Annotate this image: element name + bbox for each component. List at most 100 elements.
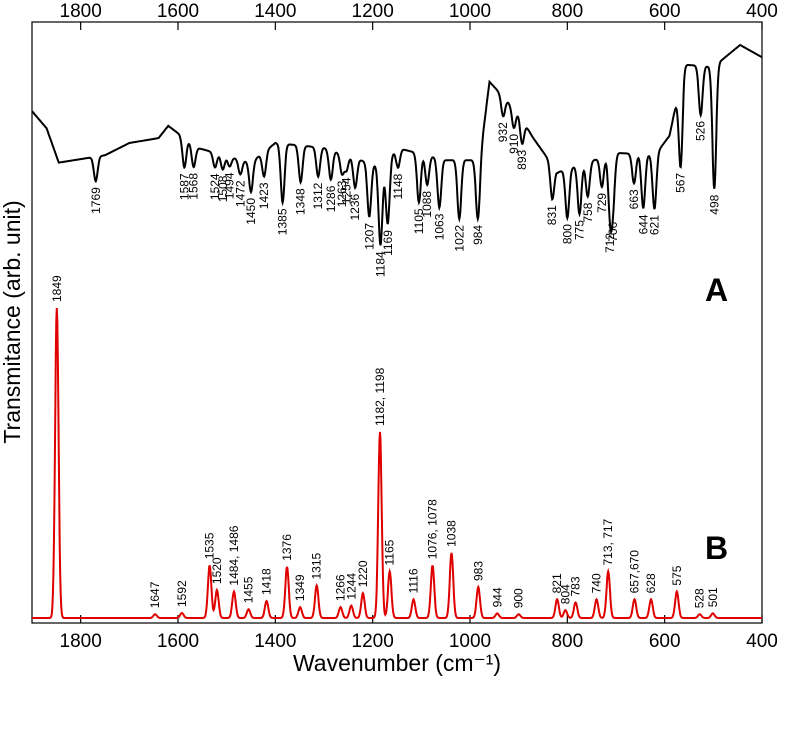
series-a-peak-label-text: 1063 [432,213,446,240]
series-a-peak-label: 498 [707,194,721,214]
series-a-peak-label: 1263 [335,180,349,207]
series-b-peak-label: 821 [550,573,564,593]
series-a-peak-label-text: 1524 [208,173,222,200]
series-a-peak-label: 1587 [177,173,191,200]
series-a-peak-label: 1568 [187,173,201,200]
series-a-peak-label: 893 [515,149,529,169]
x-tick-label-top: 400 [746,1,778,22]
x-tick-label-top: 1000 [449,1,491,22]
series-b-peak-label: 1165 [383,539,397,565]
series-b-peak-label-text: 740 [590,573,604,593]
series-a-peak-label-text: 712 [603,233,617,253]
series-a-peak-label-text: 1088 [420,191,434,218]
series-a-peak-label: 621 [647,215,661,235]
series-b-peak-label-text: 1182, 1198 [373,367,387,426]
series-a-peak-label-text: 1263 [335,180,349,207]
series-b-peak-label: 1592 [175,580,189,607]
series-a-peak-label: 800 [560,224,574,244]
series-a-peak-label: 1472 [233,180,247,207]
series-a-peak-label: 1508 [216,175,230,202]
series-a-peak-label: 1148 [391,173,405,199]
x-tick-label-top: 600 [649,1,681,22]
series-a-peak-label-text: 706 [606,221,620,241]
series-a-peak-label: 1207 [362,223,376,250]
x-tick-label-bottom: 600 [649,631,681,652]
series-a-peak-label: 932 [496,122,510,142]
series-b-peak-label: 1266 [334,574,348,601]
series-a-peak-label-text: 1148 [391,173,405,199]
series-b-peak-label: 1116 [407,568,421,593]
series-a-peak-label-text: 893 [515,149,529,169]
series-b-peak-label-text: 1535 [203,532,217,559]
series-b-peak-label: 501 [706,587,720,607]
series-b-peak-label-text: 575 [670,565,684,585]
series-a-peak-label: 644 [636,214,650,234]
series-b-peak-label: 628 [644,573,658,593]
series-b-peak-label-text: 1220 [356,560,370,587]
series-b-peak-label-text: 1455 [242,576,256,603]
series-a-peak-label-text: 800 [560,224,574,244]
series-a-peak-label-text: 567 [674,173,688,193]
series-a-peak-label-text: 1348 [294,188,308,215]
series-b-peak-label-text: 1076, 1078 [426,499,440,559]
series-b-peak-label: 1220 [356,560,370,587]
series-a-peak-label-text: 984 [471,225,485,245]
series-b-peak-label: 575 [670,565,684,585]
series-b-peak-label: 1315 [310,552,324,579]
series-a-peak-label-text: 910 [507,134,521,154]
series-a-peak-label: 1423 [257,182,271,209]
series-a-peak-label: 1236 [348,193,362,220]
series-a-peak-label: 1286 [324,185,338,212]
series-b-peak-label-text: 1592 [175,580,189,607]
series-b-peak-label: 804 [558,584,572,604]
series-a-peak-label: 1063 [432,213,446,240]
series-a-peak-label: 1088 [420,191,434,218]
series-b-peak-label-text: 1484, 1486 [227,525,241,585]
x-tick-label-bottom: 1000 [449,631,491,652]
x-tick-label-top: 1800 [60,1,102,22]
series-a-peak-label-text: 1450 [244,198,258,225]
series-a-peak-label-text: 498 [707,194,721,214]
series-b-peak-label: 1849 [50,275,64,302]
series-a-peak-label: 706 [606,221,620,241]
series-b-peak-label: 657,670 [628,550,642,594]
series-a-peak-label-text: 831 [545,205,559,225]
series-a-peak-label-text: 1207 [362,223,376,250]
series-b-peak-label-text: 713, 717 [601,518,615,565]
series-a-peak-label-text: 1286 [324,185,338,212]
series-a-peak-label: 1022 [452,225,466,252]
series-b-peak-label: 983 [471,561,485,581]
x-tick-label-bottom: 1200 [352,631,394,652]
series-a-peak-label: 910 [507,134,521,154]
series-a-peak-label-text: 1022 [452,225,466,252]
series-b-line [32,307,762,619]
series-a-peak-label-text: 775 [573,220,587,240]
x-tick-label-bottom: 400 [746,631,778,652]
x-tick-label-top: 1400 [254,1,296,22]
plot-frame [31,21,763,624]
series-b-peak-label-text: 900 [512,588,526,608]
x-tick-label-top: 800 [551,1,583,22]
series-b-peak-label: 1535 [203,532,217,559]
series-a-peak-label: 758 [581,202,595,222]
series-b-peak-label-text: 528 [693,588,707,608]
series-a-peak-label: 1494 [223,172,237,199]
series-a-peak-label-text: 1312 [311,182,325,209]
x-axis-title: Wavenumber (cm⁻¹) [293,650,501,676]
series-b-peak-label: 944 [490,587,504,607]
series-a-peak-label-text: 1494 [223,172,237,199]
series-b-peak-label-text: 1315 [310,552,324,579]
series-a-peak-label: 567 [674,173,688,193]
series-a-peak-label: 775 [573,220,587,240]
series-a-peak-label-text: 663 [627,189,641,209]
series-b-peak-label-text: 944 [490,587,504,607]
series-a-peak-label: 1312 [311,182,325,209]
series-a-peak-label-text: 758 [581,202,595,222]
series-a-peak-label: 831 [545,205,559,225]
series-a-peak-label-text: 1423 [257,182,271,209]
series-b-peak-label-text: 501 [706,587,720,607]
